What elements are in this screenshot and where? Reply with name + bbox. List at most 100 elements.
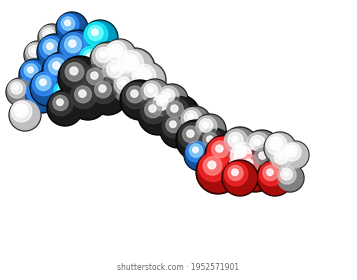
Circle shape: [239, 150, 246, 157]
Circle shape: [182, 126, 200, 143]
Circle shape: [61, 59, 90, 87]
Circle shape: [24, 77, 60, 113]
Circle shape: [65, 63, 84, 81]
Circle shape: [259, 152, 266, 159]
Circle shape: [199, 153, 227, 181]
Circle shape: [11, 101, 32, 122]
Circle shape: [37, 34, 73, 70]
Circle shape: [49, 92, 81, 125]
Circle shape: [52, 79, 84, 111]
Circle shape: [91, 72, 98, 79]
Circle shape: [47, 90, 83, 126]
Circle shape: [148, 87, 154, 93]
Circle shape: [114, 74, 135, 95]
Circle shape: [197, 127, 233, 163]
Circle shape: [194, 114, 226, 146]
Circle shape: [53, 80, 83, 110]
Circle shape: [271, 148, 292, 169]
Circle shape: [30, 82, 45, 97]
Circle shape: [199, 129, 223, 153]
Circle shape: [259, 162, 283, 186]
Circle shape: [60, 58, 100, 98]
Circle shape: [196, 150, 240, 194]
Circle shape: [49, 92, 73, 116]
Circle shape: [156, 84, 188, 116]
Circle shape: [208, 161, 216, 169]
Circle shape: [245, 159, 253, 167]
Circle shape: [92, 29, 98, 36]
Circle shape: [224, 162, 248, 186]
Circle shape: [99, 85, 106, 92]
Circle shape: [57, 13, 87, 43]
Circle shape: [240, 155, 259, 173]
Circle shape: [126, 58, 133, 65]
Circle shape: [198, 152, 238, 192]
Circle shape: [68, 80, 108, 120]
Circle shape: [102, 57, 139, 94]
Circle shape: [90, 77, 126, 113]
Circle shape: [6, 78, 34, 106]
Circle shape: [8, 80, 26, 98]
Circle shape: [46, 31, 51, 36]
Circle shape: [264, 132, 296, 164]
Circle shape: [122, 54, 139, 71]
Circle shape: [139, 79, 171, 111]
Circle shape: [71, 83, 97, 109]
Circle shape: [199, 119, 213, 132]
Circle shape: [122, 83, 149, 109]
Circle shape: [186, 141, 207, 162]
Text: shutterstock.com · 1952571901: shutterstock.com · 1952571901: [117, 263, 240, 272]
Circle shape: [162, 114, 186, 138]
Circle shape: [145, 101, 161, 118]
Circle shape: [31, 48, 37, 53]
Circle shape: [251, 144, 277, 171]
Circle shape: [157, 85, 187, 115]
Circle shape: [176, 120, 216, 160]
Circle shape: [161, 89, 175, 102]
Circle shape: [130, 62, 166, 98]
Circle shape: [283, 143, 301, 161]
Circle shape: [281, 141, 309, 169]
Circle shape: [109, 44, 123, 57]
Circle shape: [80, 62, 120, 102]
Circle shape: [106, 41, 127, 62]
Circle shape: [58, 56, 102, 100]
Circle shape: [277, 165, 303, 191]
Circle shape: [56, 12, 88, 44]
Circle shape: [205, 135, 245, 175]
Circle shape: [91, 78, 117, 104]
Circle shape: [198, 129, 232, 162]
Circle shape: [61, 17, 75, 30]
Circle shape: [250, 136, 265, 151]
Circle shape: [117, 77, 131, 90]
Circle shape: [91, 43, 125, 76]
Circle shape: [193, 147, 198, 153]
Circle shape: [188, 114, 193, 120]
Circle shape: [69, 40, 76, 47]
Circle shape: [257, 160, 293, 196]
Circle shape: [26, 79, 50, 103]
Circle shape: [32, 72, 56, 96]
Circle shape: [232, 169, 238, 176]
Circle shape: [269, 146, 301, 178]
Circle shape: [282, 142, 308, 168]
Circle shape: [153, 95, 168, 111]
Circle shape: [132, 64, 156, 88]
Circle shape: [184, 139, 216, 171]
Circle shape: [17, 107, 24, 113]
Circle shape: [36, 75, 51, 90]
Circle shape: [65, 36, 81, 53]
Circle shape: [14, 104, 28, 117]
Circle shape: [181, 108, 202, 129]
Circle shape: [20, 60, 50, 90]
Circle shape: [115, 48, 155, 88]
Circle shape: [42, 52, 82, 92]
Circle shape: [266, 134, 287, 155]
Circle shape: [29, 45, 40, 57]
Circle shape: [185, 140, 215, 170]
Circle shape: [24, 41, 52, 69]
Circle shape: [131, 64, 165, 97]
Circle shape: [267, 169, 273, 176]
Circle shape: [286, 145, 297, 157]
Circle shape: [70, 81, 106, 118]
